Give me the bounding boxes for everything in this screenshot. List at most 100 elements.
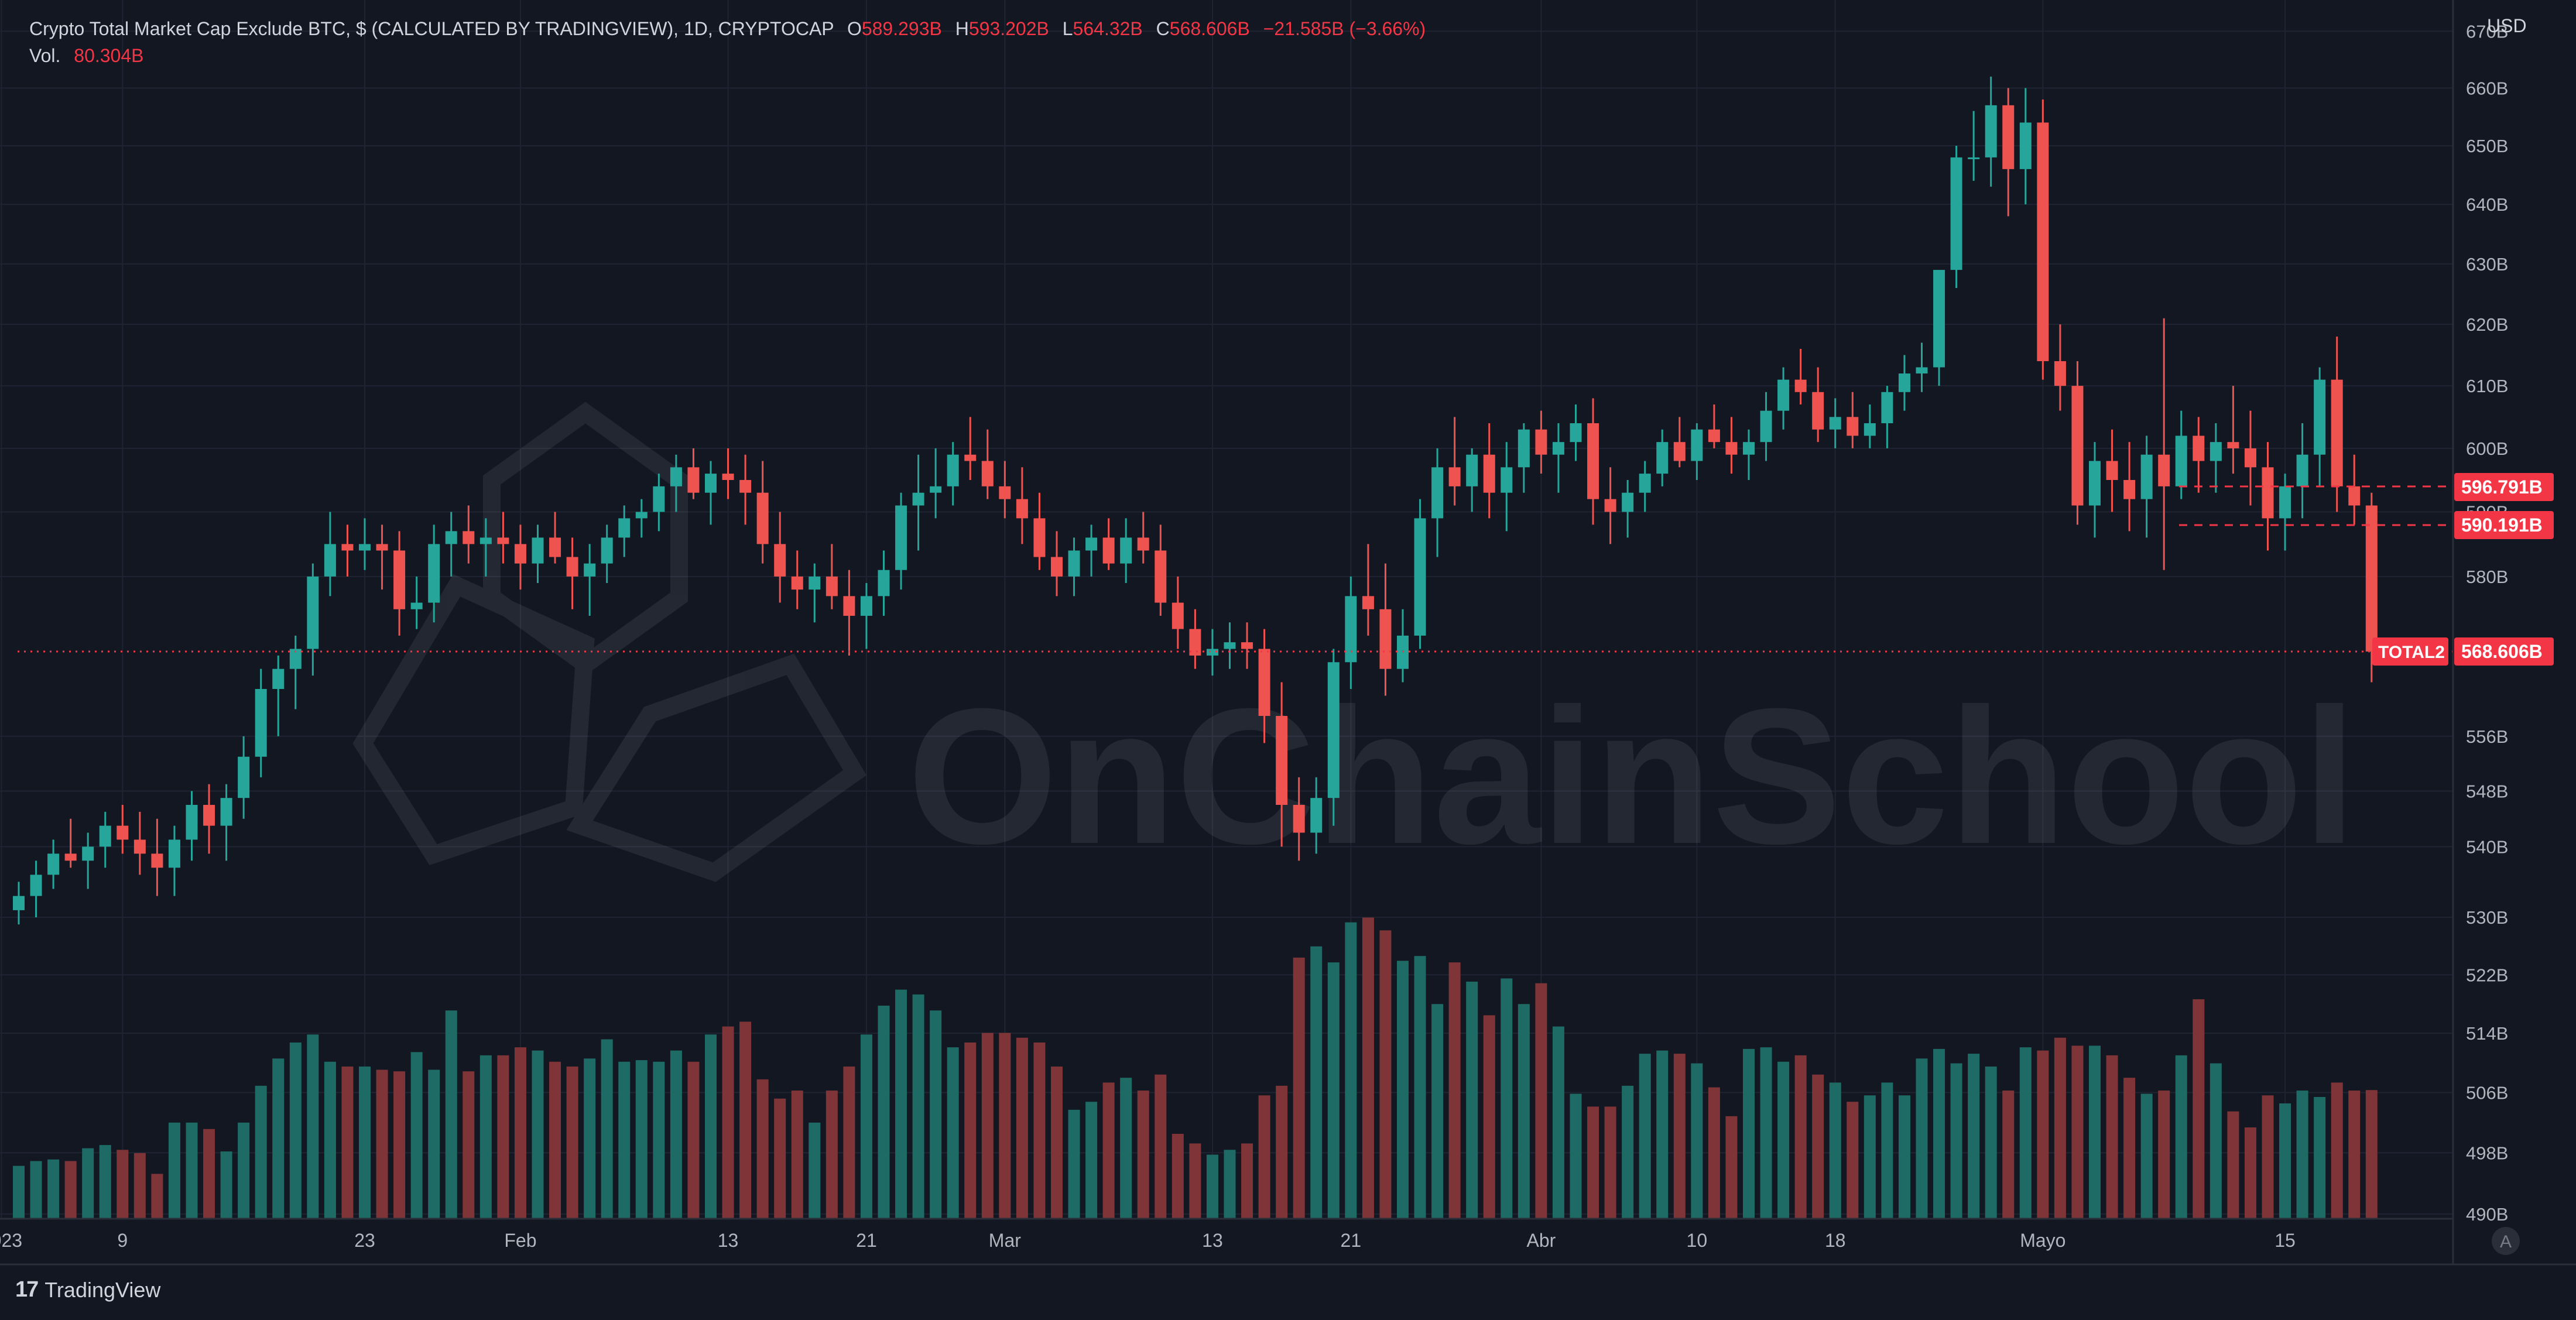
volume-bar	[2193, 999, 2205, 1219]
candle-body	[2193, 436, 2205, 461]
candle-body	[860, 596, 872, 616]
volume-bar	[220, 1151, 232, 1219]
volume-bar	[532, 1050, 544, 1219]
volume-bar	[1085, 1102, 1098, 1219]
watermark-text: OnChainSchool	[907, 668, 2356, 884]
volume-bar	[1293, 957, 1305, 1219]
time-axis[interactable]: 2023 9 23 Feb 13 21 Mar 13 21 Abr 10 18 Mayo 15	[0, 1230, 2296, 1251]
candle-body	[722, 474, 734, 480]
legend-close-label: C	[1156, 18, 1170, 39]
legend-row-volume: Vol. 80.304B	[29, 42, 1426, 69]
volume-bar	[2348, 1091, 2361, 1219]
price-axis[interactable]: 490B 498B 506B 514B 522B 530B 540B 548B 556B 580B…	[2466, 21, 2508, 1225]
x-tick-label: 13	[1202, 1230, 1223, 1251]
volume-bar	[1171, 1133, 1184, 1219]
volume-bar	[2089, 1045, 2101, 1219]
volume-bar	[324, 1061, 336, 1219]
candle-body	[82, 846, 94, 861]
candle-body	[1552, 442, 1564, 455]
volume-bar	[1397, 961, 1409, 1219]
candle-body	[64, 853, 77, 861]
volume-bar	[2365, 1090, 2378, 1219]
candle-body	[168, 839, 180, 868]
candle-body	[13, 896, 25, 910]
auto-scale-circle[interactable]	[2492, 1227, 2520, 1255]
candle-body	[1777, 379, 1790, 411]
badge-line2: 590.191B	[2454, 511, 2554, 539]
y-tick-label: 650B	[2466, 136, 2508, 156]
volume-bar	[947, 1047, 959, 1219]
candle-body	[1864, 423, 1876, 436]
auto-scale-button[interactable]: A	[2492, 1227, 2520, 1255]
candle-body	[947, 454, 959, 486]
y-tick-label: 556B	[2466, 726, 2508, 747]
candle-body	[410, 602, 423, 609]
candle-body	[2054, 361, 2066, 386]
candle-body	[1483, 454, 1495, 493]
x-tick-label: 13	[718, 1230, 739, 1251]
candle-body	[2279, 486, 2291, 519]
volume-bar	[1120, 1078, 1132, 1219]
candle-body	[2175, 436, 2187, 486]
volume-bar	[860, 1034, 872, 1219]
candle-body	[497, 537, 509, 544]
candle-body	[2089, 461, 2101, 506]
volume-bar	[2244, 1127, 2256, 1219]
volume-bar	[1673, 1054, 1686, 1219]
volume-bar	[601, 1039, 613, 1219]
legend-low-value: 564.32B	[1073, 18, 1143, 39]
volume-bar	[1743, 1048, 1755, 1219]
volume-bar	[1501, 978, 1513, 1219]
volume-bar	[756, 1079, 769, 1219]
volume-bar	[2279, 1103, 2291, 1219]
candle-body	[1431, 467, 1444, 519]
legend-volume-value: 80.304B	[74, 45, 144, 66]
volume-bar	[930, 1010, 942, 1219]
y-tick-label: 640B	[2466, 194, 2508, 215]
volume-bar	[1448, 962, 1461, 1219]
volume-bar	[186, 1122, 198, 1219]
candle-body	[307, 576, 319, 649]
legend-change: −21.585B (−3.66%)	[1263, 18, 1426, 39]
badge-last: 568.606B	[2454, 637, 2554, 666]
volume-bar	[1898, 1095, 1910, 1219]
candle-body	[1570, 423, 1582, 443]
volume-bar	[1155, 1074, 1167, 1219]
volume-bar	[359, 1067, 371, 1219]
volume-bar	[1483, 1015, 1495, 1219]
volume-bar	[272, 1058, 285, 1219]
volume-bar	[2262, 1095, 2274, 1219]
candle-body	[117, 825, 129, 840]
candle-body	[1206, 649, 1218, 656]
volume-bar	[722, 1026, 734, 1219]
candle-body	[1033, 518, 1046, 557]
volume-bar	[878, 1006, 890, 1219]
volume-bar	[1552, 1026, 1564, 1219]
candle-body	[1829, 417, 1841, 430]
candle-body	[756, 492, 769, 544]
volume-bar	[1604, 1106, 1616, 1219]
volume-bar	[1224, 1150, 1236, 1219]
volume-bar	[497, 1055, 509, 1219]
volume-bar	[912, 994, 924, 1219]
candle-body	[393, 550, 406, 609]
candle-body	[1501, 467, 1513, 493]
candle-body	[2158, 454, 2170, 486]
candle-body	[1155, 550, 1167, 603]
volume-bar	[1968, 1054, 1980, 1219]
tradingview-logo-icon[interactable]: 17	[15, 1277, 39, 1302]
candle-body	[1276, 716, 1288, 805]
auto-scale-label[interactable]: A	[2500, 1232, 2512, 1252]
volume-bar	[1864, 1095, 1876, 1219]
y-tick-label: 670B	[2466, 21, 2508, 42]
footer-brand[interactable]: TradingView	[44, 1277, 161, 1302]
candle-body	[1708, 429, 1720, 443]
badge-line1-value: 596.791B	[2461, 476, 2543, 498]
badge-last-bg	[2454, 637, 2554, 666]
volume-bar	[2227, 1111, 2239, 1219]
volume-bar	[2210, 1063, 2222, 1219]
candle-body	[1171, 602, 1184, 629]
volume-bar	[981, 1033, 994, 1219]
volume-bar	[1829, 1082, 1841, 1219]
x-tick-label: 10	[1687, 1230, 1708, 1251]
